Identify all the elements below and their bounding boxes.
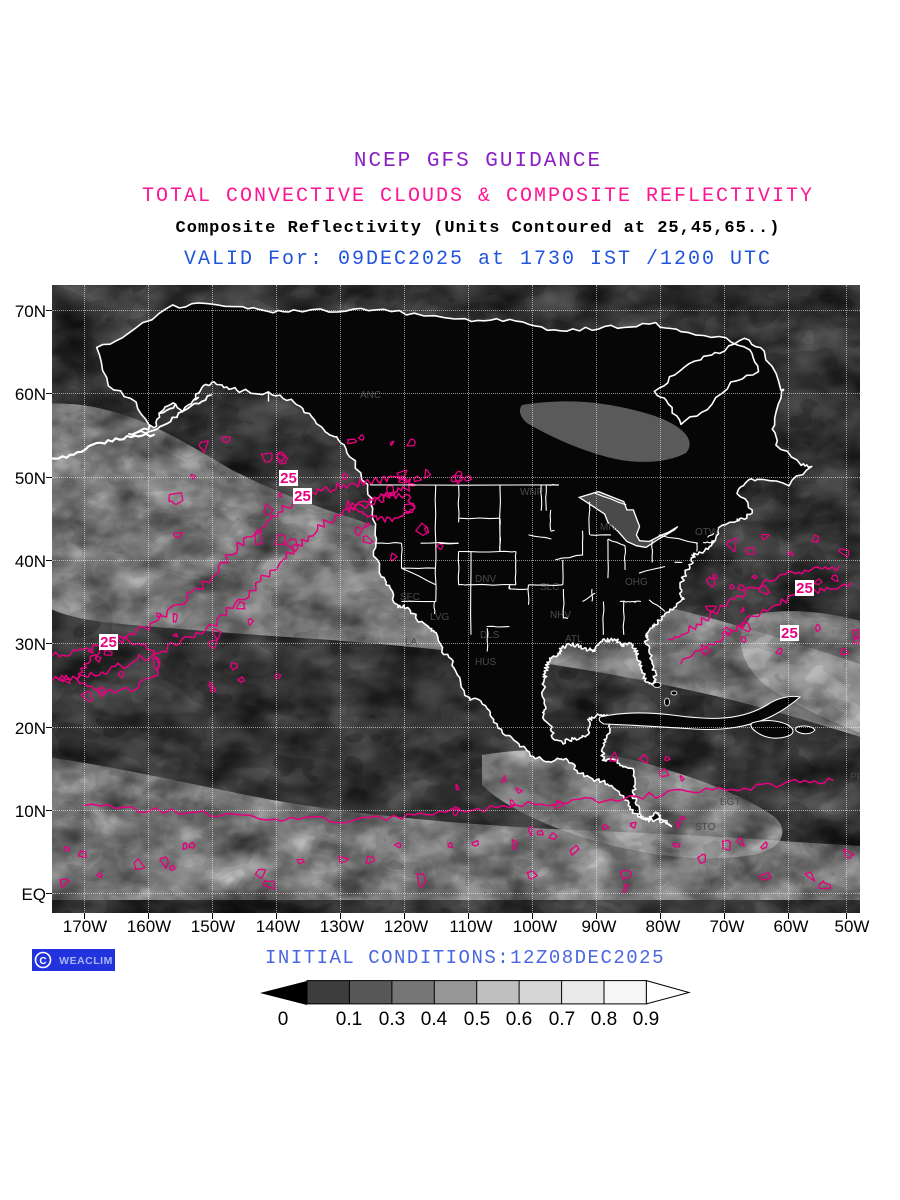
svg-text:0: 0 — [278, 1009, 289, 1030]
svg-text:0.6: 0.6 — [506, 1009, 532, 1030]
svg-text:0.7: 0.7 — [549, 1009, 575, 1030]
svg-text:0.5: 0.5 — [464, 1009, 490, 1030]
svg-text:C: C — [39, 956, 46, 967]
svg-text:0.9: 0.9 — [633, 1009, 659, 1030]
svg-text:0.8: 0.8 — [591, 1009, 617, 1030]
svg-text:0.1: 0.1 — [336, 1009, 362, 1030]
svg-text:WEACLIM: WEACLIM — [59, 955, 113, 967]
svg-text:0.4: 0.4 — [421, 1009, 448, 1030]
svg-text:0.3: 0.3 — [379, 1009, 405, 1030]
